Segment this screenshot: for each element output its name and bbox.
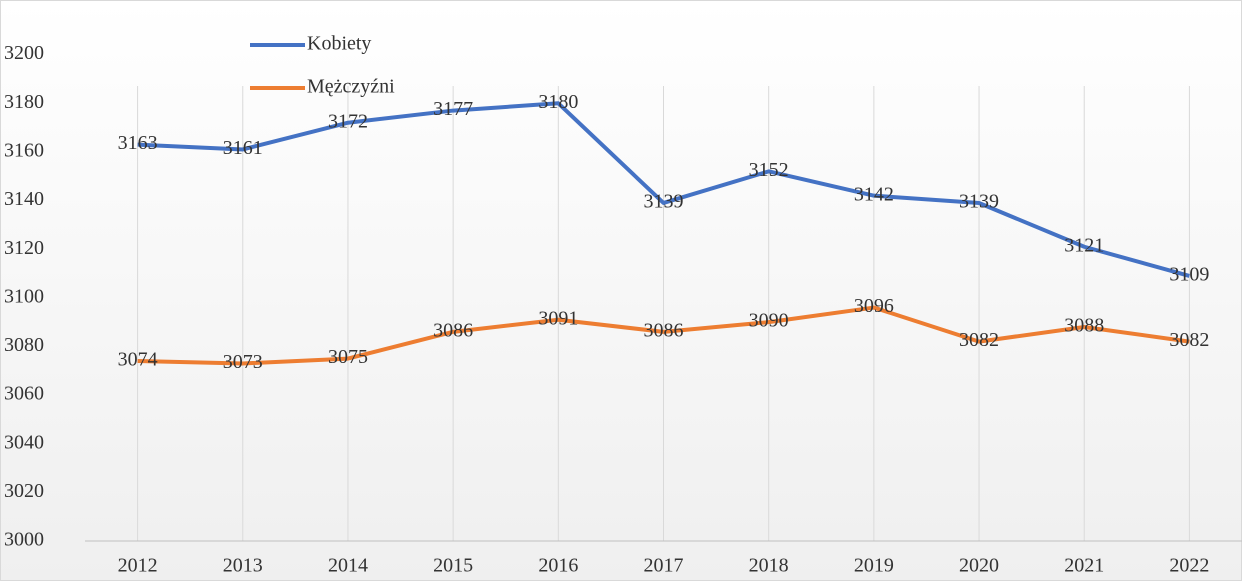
- y-tick-label: 3000: [4, 529, 44, 551]
- data-label: 3121: [1064, 234, 1104, 256]
- data-label: 3074: [118, 349, 158, 371]
- series-line: [137, 101, 1190, 278]
- legend-label: Mężczyźni: [307, 76, 395, 98]
- y-tick-label: 3120: [4, 237, 44, 259]
- x-tick-label: 2016: [538, 555, 578, 577]
- data-label: 3172: [328, 110, 368, 132]
- data-label: 3096: [854, 295, 894, 317]
- data-label: 3109: [1169, 264, 1209, 286]
- data-label: 3088: [1064, 315, 1104, 337]
- x-tick-label: 2017: [644, 555, 684, 577]
- x-tick-label: 2020: [959, 555, 999, 577]
- data-label: 3090: [749, 310, 789, 332]
- series-line: [137, 305, 1190, 366]
- data-label: 3086: [644, 319, 684, 341]
- y-tick-label: 3200: [4, 42, 44, 64]
- data-label: 3075: [328, 346, 368, 368]
- x-tick-label: 2018: [749, 555, 789, 577]
- y-tick-label: 3160: [4, 140, 44, 162]
- data-label: 3163: [118, 132, 158, 154]
- y-tick-label: 3140: [4, 188, 44, 210]
- x-tick-label: 2012: [118, 555, 158, 577]
- data-label: 3082: [959, 329, 999, 351]
- y-tick-label: 3020: [4, 480, 44, 502]
- data-label: 3073: [223, 351, 263, 373]
- data-label: 3177: [433, 98, 473, 120]
- y-tick-label: 3100: [4, 285, 44, 307]
- data-label: 3152: [749, 159, 789, 181]
- legend-label: Kobiety: [307, 33, 371, 55]
- y-tick-label: 3060: [4, 383, 44, 405]
- y-tick-label: 3040: [4, 431, 44, 453]
- x-tick-label: 2015: [433, 555, 473, 577]
- data-label: 3086: [433, 319, 473, 341]
- data-label: 3082: [1169, 329, 1209, 351]
- x-tick-label: 2013: [223, 555, 263, 577]
- data-label: 3161: [223, 137, 263, 159]
- data-label: 3142: [854, 183, 894, 205]
- data-label: 3091: [538, 307, 578, 329]
- data-label: 3139: [959, 191, 999, 213]
- data-label: 3139: [644, 191, 684, 213]
- y-tick-label: 3180: [4, 91, 44, 113]
- data-label: 3180: [538, 91, 578, 113]
- x-tick-label: 2021: [1064, 555, 1104, 577]
- x-tick-label: 2019: [854, 555, 894, 577]
- x-tick-label: 2014: [328, 555, 368, 577]
- y-tick-label: 3080: [4, 334, 44, 356]
- x-tick-label: 2022: [1169, 555, 1209, 577]
